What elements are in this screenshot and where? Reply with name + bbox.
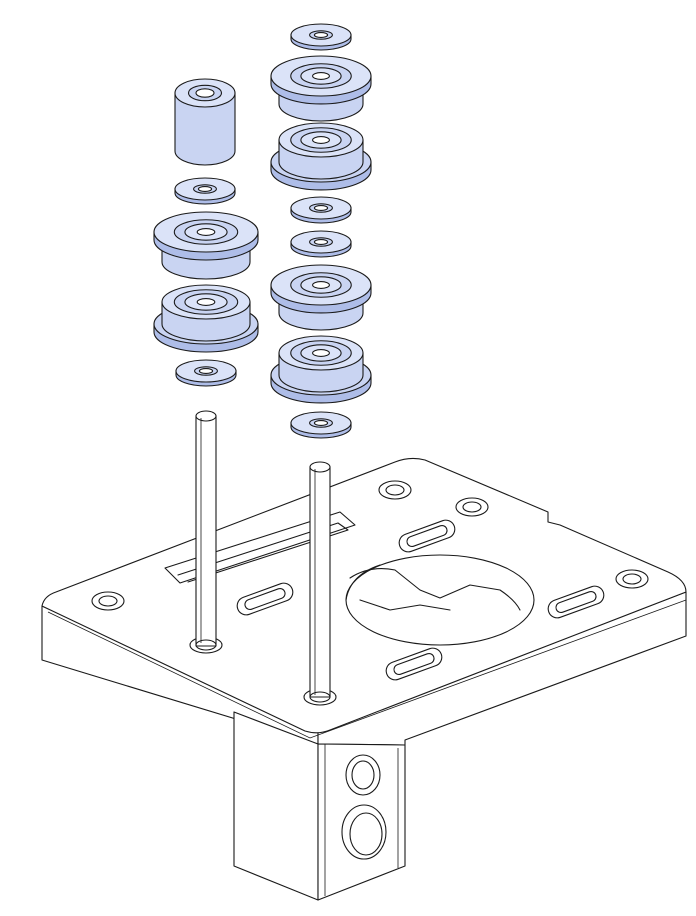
- screw-hole-2: [378, 480, 412, 500]
- screw-hole-1: [91, 591, 125, 611]
- leg-hole-upper: [345, 754, 381, 796]
- washer-right-2: [290, 196, 352, 224]
- bearing-left-2: [153, 284, 259, 353]
- leg-hole-lower-inner: [349, 812, 383, 856]
- slot-hole-3: [547, 585, 605, 619]
- slot-hole-4: [385, 647, 443, 681]
- washer-right-1: [290, 23, 352, 51]
- screw-hole-3: [455, 497, 489, 517]
- mounting-plate: [41, 457, 687, 901]
- plate-top-edge: [47, 599, 687, 739]
- bearing-stack-group: [153, 23, 372, 439]
- washer-left-2: [175, 359, 237, 387]
- bearing-left-1: [153, 211, 259, 280]
- central-bore-wall: [345, 564, 381, 601]
- slot-hole-1: [236, 582, 294, 616]
- screw-hole-4: [615, 569, 649, 589]
- washer-right-4: [290, 411, 352, 439]
- washer-left-1: [174, 177, 236, 205]
- bearing-right-1: [270, 55, 372, 122]
- leg-edge: [324, 744, 399, 896]
- bearing-right-3: [270, 264, 372, 331]
- spacer-left: [174, 78, 236, 166]
- pin-left: [195, 410, 217, 651]
- screw-hole-4-inner: [622, 573, 642, 585]
- bearing-right-4: [270, 335, 372, 404]
- plate-slot-inner: [177, 522, 349, 583]
- washer-right-3: [290, 230, 352, 258]
- screw-hole-3-inner: [462, 501, 482, 513]
- central-bore-gear: [349, 568, 521, 611]
- leg-hole-upper-inner: [351, 760, 375, 790]
- slot-hole-2: [398, 519, 456, 553]
- screw-hole-2-inner: [385, 484, 405, 496]
- leg-left-face: [233, 711, 319, 901]
- screw-hole-1-inner: [98, 595, 118, 607]
- pin-right: [309, 461, 331, 703]
- bearing-right-2: [270, 122, 372, 191]
